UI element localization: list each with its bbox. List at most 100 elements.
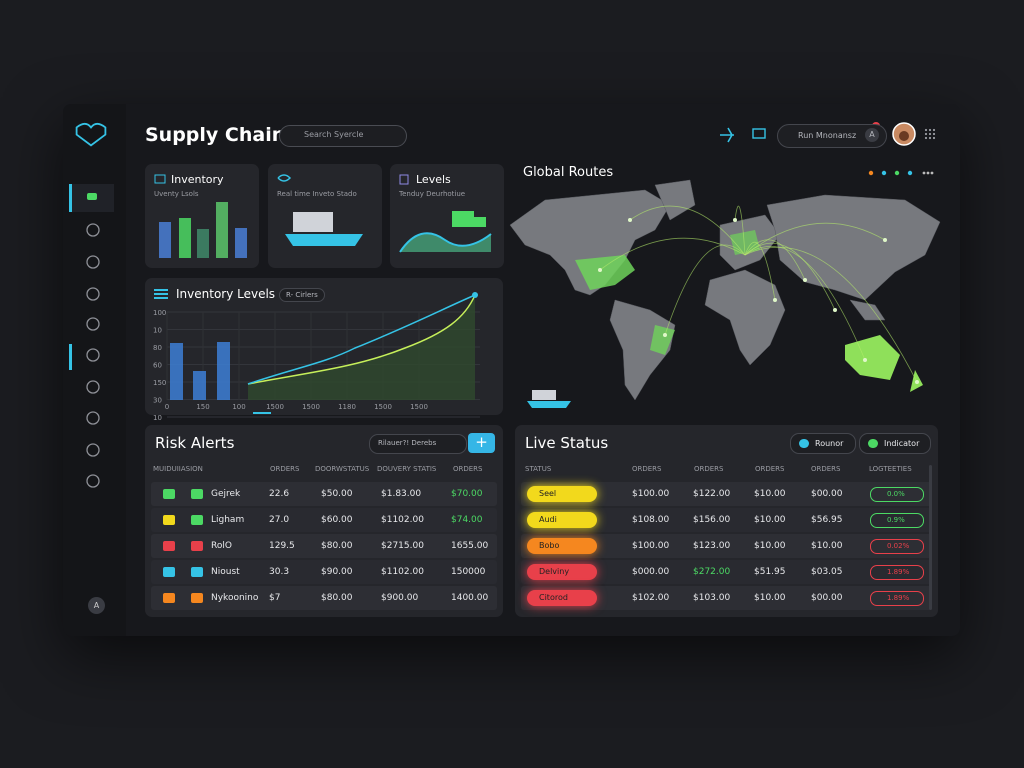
row-icon	[191, 489, 203, 499]
cell: $2715.00	[381, 541, 424, 551]
chart-bar	[193, 371, 206, 400]
cell: $102.00	[632, 593, 670, 603]
rate-text: 0.02%	[887, 542, 910, 550]
panel-title: Live Status	[525, 434, 609, 452]
cell: $156.00	[693, 515, 731, 525]
menu-dot	[922, 171, 926, 175]
card-icon	[277, 174, 292, 182]
column-header: MUIDUIIASION	[153, 465, 203, 473]
nav-icon	[86, 317, 100, 331]
line-green	[247, 294, 476, 385]
cell: $103.00	[693, 593, 731, 603]
nav-button[interactable]	[79, 375, 107, 399]
column-header: ORDERS	[453, 465, 483, 473]
column-header: DOUVERY STATIS	[377, 465, 437, 473]
table-row[interactable]: Seel $100.00 $122.00 $10.00 $00.00 0.0%	[521, 482, 932, 506]
line-end	[472, 292, 478, 298]
panel-title: Risk Alerts	[155, 434, 235, 452]
sidebar-avatar[interactable]: A	[88, 597, 105, 614]
route-node	[733, 218, 737, 222]
status-pill: Delviny	[527, 564, 597, 580]
status-button[interactable]: Indicator	[859, 433, 931, 454]
user-pill[interactable]: Run Mnonansz A	[777, 124, 887, 148]
status-text: Seel	[539, 489, 557, 498]
card-bar	[159, 222, 171, 258]
x-label: 1180	[338, 403, 356, 411]
truck-cab	[474, 217, 486, 227]
nav-button[interactable]	[79, 343, 107, 367]
cell: 30.3	[269, 567, 290, 577]
table-row[interactable]: Delviny $000.00 $272.00 $51.95 $03.05 1.89%	[521, 560, 932, 584]
row-icon	[191, 515, 203, 525]
y-label: 30	[153, 397, 162, 405]
user-label: Run Mnonansz	[798, 131, 857, 140]
region-highlight	[845, 335, 900, 380]
cell: $80.00	[321, 541, 353, 551]
wave-line	[399, 232, 492, 253]
ship-hull	[527, 401, 571, 408]
table-row[interactable]: Ligham 27.0 $60.00 $1102.00 $74.00	[151, 508, 497, 532]
rate-pill: 1.89%	[870, 591, 924, 606]
continent	[609, 299, 676, 401]
route-arc	[664, 244, 746, 336]
cell: $000.00	[632, 567, 670, 577]
menu-dot	[926, 171, 930, 175]
chart-bar	[217, 342, 230, 400]
table-row[interactable]: Nykoonino $7 $80.00 $900.00 1400.00	[151, 586, 497, 610]
cell: $123.00	[693, 541, 731, 551]
filter-pill[interactable]: R- Cirlers	[279, 288, 325, 302]
filter-pill[interactable]: Rilauer?! Derebs	[369, 434, 467, 454]
nav-button[interactable]	[79, 282, 107, 306]
cell: $00.00	[811, 489, 843, 499]
y-label: 100	[153, 309, 166, 317]
nav-icon	[86, 380, 100, 394]
ship-deck	[293, 212, 333, 232]
nav-button[interactable]	[79, 406, 107, 430]
menu-dot	[932, 136, 936, 140]
x-label: 0	[165, 403, 169, 411]
continent	[654, 179, 696, 221]
cell: 1400.00	[451, 593, 489, 603]
cell: 22.6	[269, 489, 290, 499]
card-bar	[216, 202, 228, 258]
line-blue	[247, 294, 476, 385]
nav-button[interactable]	[79, 469, 107, 493]
cell: $74.00	[451, 515, 483, 525]
table-row[interactable]: Bobo $100.00 $123.00 $10.00 $10.00 0.02%	[521, 534, 932, 558]
route-node	[863, 358, 867, 362]
table-row[interactable]: Gejrek 22.6 $50.00 $1.83.00 $70.00	[151, 482, 497, 506]
panel-title: Inventory Levels	[176, 287, 276, 301]
cell: $90.00	[321, 567, 353, 577]
table-row[interactable]: Audi $108.00 $156.00 $10.00 $56.95 0.9%	[521, 508, 932, 532]
nav-button[interactable]	[79, 218, 107, 242]
app-title: Supply Chains	[145, 124, 297, 146]
nav-icon	[86, 255, 100, 269]
cell: $60.00	[321, 515, 353, 525]
nav-button[interactable]	[79, 438, 107, 462]
rate-text: 1.89%	[887, 568, 910, 576]
world-map	[509, 170, 941, 408]
card-title: Inventory	[171, 173, 224, 186]
table-row[interactable]: Citorod $102.00 $103.00 $10.00 $00.00 1.89%	[521, 586, 932, 610]
status-button[interactable]: Rounor	[790, 433, 856, 454]
status-text: Delviny	[539, 567, 570, 576]
add-button[interactable]: +	[468, 433, 495, 453]
cell: $00.00	[811, 593, 843, 603]
search-box[interactable]: Search Syercle	[279, 125, 407, 147]
nav-icon	[87, 193, 97, 200]
region-highlight	[575, 255, 635, 290]
route-arc	[629, 205, 746, 256]
nav-button[interactable]	[79, 250, 107, 274]
cell: $1102.00	[381, 515, 424, 525]
cell: 27.0	[269, 515, 290, 525]
cell: $7	[269, 593, 281, 603]
table-panel: Live Status STATUS ORDERS ORDERS ORDERS ORDER…	[515, 425, 938, 617]
table-row[interactable]: RolO 129.5 $80.00 $2715.00 1655.00	[151, 534, 497, 558]
route-node	[628, 218, 632, 222]
nav-marker	[69, 344, 72, 370]
menu-dot	[932, 128, 936, 132]
table-row[interactable]: Nioust 30.3 $90.00 $1102.00 150000	[151, 560, 497, 584]
nav-button[interactable]	[79, 312, 107, 336]
status-pill: Citorod	[527, 590, 597, 606]
row-name: RolO	[211, 541, 232, 551]
